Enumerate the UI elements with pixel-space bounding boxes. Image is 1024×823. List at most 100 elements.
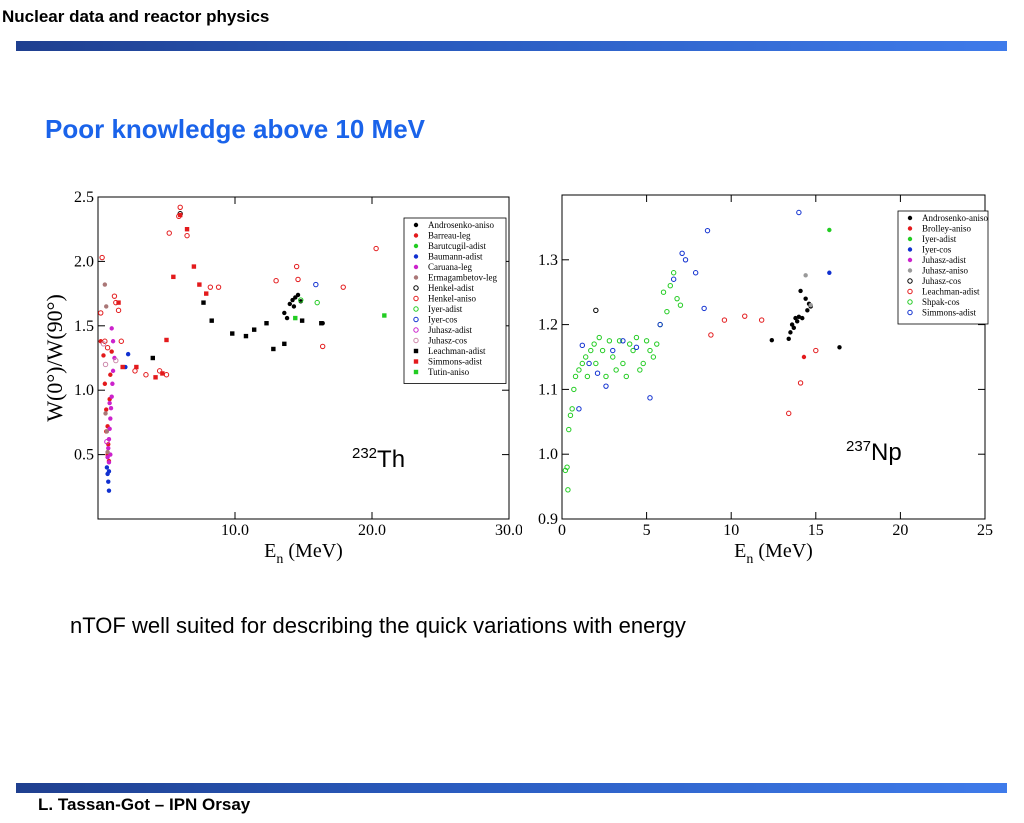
data-point: [143, 372, 149, 378]
data-point: [293, 263, 300, 270]
data-point: [721, 317, 728, 323]
data-point: [166, 230, 172, 236]
header-title: Nuclear data and reactor physics: [2, 7, 270, 26]
legend-marker: [907, 215, 913, 221]
data-point: [215, 284, 222, 290]
data-point: [788, 330, 793, 335]
legend-entry: Leachman-adist: [428, 346, 486, 356]
data-point: [111, 293, 118, 299]
series-Simmons-adist: [576, 209, 802, 412]
x-tick-label: 25: [977, 522, 993, 539]
data-point: [610, 354, 616, 360]
y-tick-label: 2.5: [74, 189, 94, 206]
x-tick-label: 5: [643, 522, 651, 539]
y-tick-label: 1.0: [538, 446, 558, 463]
legend-entry: Juhasz-cos: [428, 336, 467, 346]
data-point: [797, 380, 804, 386]
legend-entry: Androsenko-aniso: [922, 213, 988, 223]
legend: Androsenko-anisoBrolley-anisoIyer-adistI…: [897, 210, 988, 325]
data-point: [637, 367, 643, 373]
x-tick-label: 30.0: [495, 522, 522, 539]
data-point: [803, 296, 808, 301]
legend-entry: Iyer-adist: [922, 234, 957, 244]
data-point: [650, 354, 657, 360]
data-point: [290, 297, 295, 303]
data-point: [184, 232, 190, 239]
series-Juhasz-cos: [100, 341, 119, 368]
data-point: [282, 310, 287, 316]
data-point: [599, 347, 606, 354]
legend-entry: Iyer-adist: [428, 304, 463, 314]
data-point: [582, 354, 589, 360]
data-point: [674, 295, 680, 302]
data-point: [613, 367, 619, 373]
legend-marker: [413, 348, 419, 354]
legend-marker: [907, 278, 913, 284]
chart-np237: 0 5 10 15 20 25 0.9 1.0 1.1 1.2 1.3 En (MeV) Androse…: [538, 194, 993, 567]
data-point: [571, 386, 577, 393]
data-point: [837, 345, 842, 350]
data-point: [102, 282, 108, 287]
data-point: [633, 344, 640, 350]
legend-entry: Henkel-aniso: [428, 294, 476, 304]
data-point: [677, 302, 684, 308]
y-tick-label: 2.0: [74, 253, 94, 270]
data-point: [594, 370, 601, 376]
data-point: [701, 305, 707, 312]
y-tick-label: 1.2: [538, 317, 558, 334]
data-point: [313, 281, 319, 288]
legend-marker: [413, 254, 419, 259]
data-point: [572, 373, 579, 380]
y-axis-label: W(0°)/W(90°): [42, 294, 67, 422]
data-point: [103, 411, 108, 416]
series-Shpak-cos: [562, 270, 684, 493]
data-point: [791, 325, 797, 331]
legend-marker: [413, 264, 419, 270]
data-point: [105, 454, 110, 460]
series-Leachman-adist: [708, 313, 819, 417]
data-point: [101, 353, 106, 358]
data-point: [295, 292, 301, 298]
data-point: [586, 360, 592, 367]
data-point: [106, 488, 112, 493]
data-point: [667, 283, 673, 289]
legend-entry: Juhasz-adist: [922, 255, 966, 265]
series-Juhasz-cos: [593, 307, 599, 314]
data-point: [340, 284, 346, 290]
data-point: [108, 406, 114, 411]
legend-entry: Barutcugil-adist: [428, 241, 486, 251]
data-point: [102, 361, 109, 368]
data-point: [298, 297, 304, 303]
legend-marker: [413, 306, 419, 312]
data-point: [803, 273, 808, 278]
data-point: [104, 465, 110, 470]
legend-marker: [907, 288, 913, 295]
data-point: [110, 368, 116, 374]
data-point: [679, 250, 685, 257]
data-point: [104, 344, 111, 351]
footer-bar: [16, 783, 1007, 793]
data-point: [282, 341, 287, 347]
legend-entry: Shpak-cos: [922, 297, 960, 307]
header-bar: [16, 41, 1007, 51]
legend: Androsenko-anisoBarreau-legBarutcugil-ad…: [403, 217, 507, 384]
legend-marker: [413, 337, 419, 344]
data-point: [565, 487, 571, 493]
data-point: [813, 347, 819, 354]
data-point: [670, 276, 677, 282]
data-point: [692, 270, 699, 276]
legend-entry: Juhasz-aniso: [922, 266, 968, 276]
legend-entry: Barreau-leg: [428, 231, 471, 241]
data-point: [104, 304, 109, 309]
data-point: [793, 315, 798, 321]
legend-entry: Caruana-leg: [428, 262, 472, 272]
legend-marker: [907, 247, 913, 252]
data-point: [606, 338, 613, 344]
legend-marker: [413, 316, 419, 323]
data-point: [251, 327, 257, 332]
data-point: [564, 464, 570, 470]
data-point: [603, 383, 609, 389]
legend-entry: Juhasz-adist: [428, 325, 472, 335]
data-point: [567, 412, 574, 419]
data-point: [184, 227, 190, 232]
